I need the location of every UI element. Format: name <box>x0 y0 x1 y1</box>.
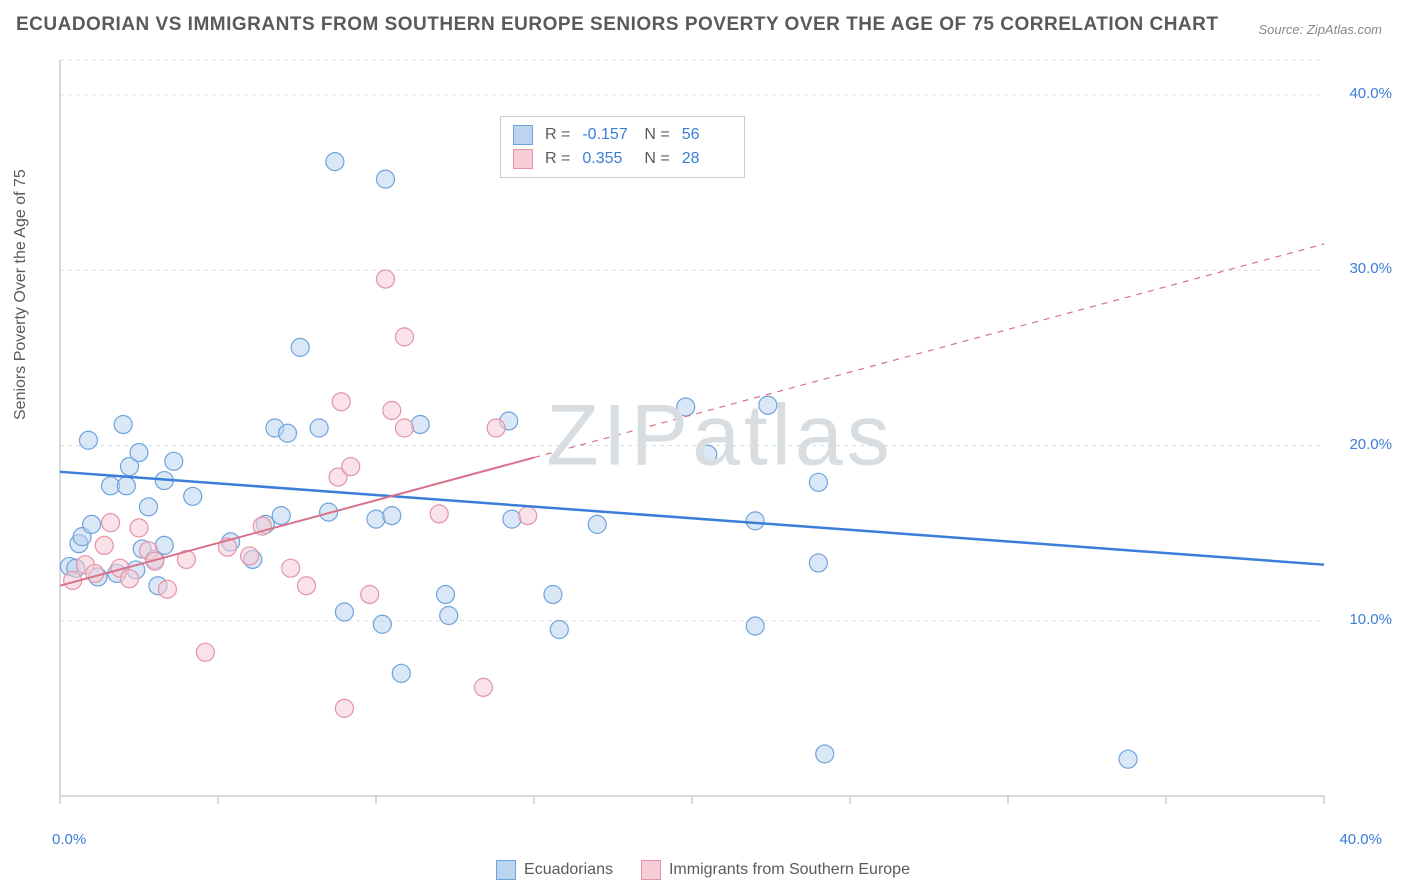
chart-title: ECUADORIAN VS IMMIGRANTS FROM SOUTHERN E… <box>16 14 1218 36</box>
stat-label-r: R = <box>545 126 570 144</box>
stats-legend: R = -0.157 N = 56 R = 0.355 N = 28 <box>500 116 745 178</box>
y-axis-label: Seniors Poverty Over the Age of 75 <box>12 169 30 420</box>
stat-r-1: 0.355 <box>582 150 632 168</box>
swatch-series-0 <box>513 125 533 145</box>
y-tick-40: 40.0% <box>1349 85 1392 102</box>
stat-n-0: 56 <box>682 126 732 144</box>
stats-row-1: R = 0.355 N = 28 <box>513 147 732 171</box>
stat-r-0: -0.157 <box>582 126 632 144</box>
legend-swatch-1 <box>641 860 661 880</box>
bottom-legend: Ecuadorians Immigrants from Southern Eur… <box>0 860 1406 880</box>
stat-n-1: 28 <box>682 150 732 168</box>
legend-item-0: Ecuadorians <box>496 860 613 880</box>
y-tick-30: 30.0% <box>1349 260 1392 277</box>
x-min-label: 0.0% <box>52 831 86 848</box>
chart-area: ZIPatlas R = -0.157 N = 56 R = 0.355 N =… <box>56 56 1384 816</box>
stat-label-n: N = <box>644 150 669 168</box>
stat-label-r: R = <box>545 150 570 168</box>
stats-row-0: R = -0.157 N = 56 <box>513 123 732 147</box>
source-attribution: Source: ZipAtlas.com <box>1258 22 1382 37</box>
y-tick-10: 10.0% <box>1349 611 1392 628</box>
legend-swatch-0 <box>496 860 516 880</box>
y-tick-20: 20.0% <box>1349 436 1392 453</box>
swatch-series-1 <box>513 149 533 169</box>
x-max-label: 40.0% <box>1339 831 1382 848</box>
legend-label-0: Ecuadorians <box>524 861 613 879</box>
legend-label-1: Immigrants from Southern Europe <box>669 861 910 879</box>
stat-label-n: N = <box>644 126 669 144</box>
legend-item-1: Immigrants from Southern Europe <box>641 860 910 880</box>
